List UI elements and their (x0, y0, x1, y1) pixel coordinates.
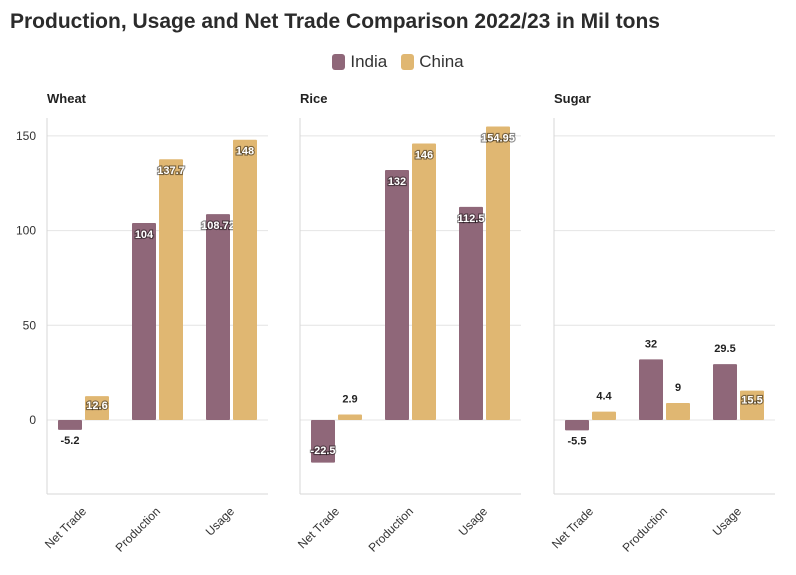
y-tick-label: 100 (16, 224, 36, 238)
legend-item-china[interactable]: China (401, 52, 464, 72)
data-label: 146 (415, 149, 433, 161)
bar-rice-india-1[interactable] (385, 169, 409, 420)
data-label: -5.2 (61, 435, 80, 447)
data-label: 9 (675, 382, 681, 394)
y-tick-label: 150 (16, 129, 36, 143)
data-label: 137.7 (157, 165, 185, 177)
data-label: 29.5 (714, 343, 735, 355)
data-label: 15.5 (741, 395, 762, 407)
data-label: 154.95 (481, 133, 515, 145)
data-label: 132 (388, 176, 406, 188)
data-label: 104 (135, 229, 154, 241)
data-label: 2.9 (342, 394, 357, 406)
x-tick-label: Production (620, 504, 670, 554)
x-tick-label: Net Trade (549, 504, 596, 551)
legend: India China (0, 52, 796, 72)
x-tick-label: Usage (456, 504, 491, 539)
bar-sugar-india-2[interactable] (713, 364, 737, 420)
x-tick-label: Production (113, 504, 163, 554)
bar-rice-china-1[interactable] (412, 143, 436, 420)
bar-rice-china-0[interactable] (338, 414, 362, 420)
y-tick-label: 50 (23, 318, 37, 332)
chart-title: Production, Usage and Net Trade Comparis… (10, 10, 660, 33)
bar-rice-india-0[interactable] (311, 420, 335, 463)
data-label: 112.5 (458, 213, 485, 225)
bar-rice-india-2[interactable] (459, 206, 483, 420)
y-tick-label: 0 (29, 413, 36, 427)
bar-wheat-china-2[interactable] (233, 139, 257, 421)
bar-sugar-india-0[interactable] (565, 420, 589, 431)
legend-label-india: India (350, 52, 388, 71)
bar-wheat-india-0[interactable] (58, 420, 82, 430)
panel-title-wheat: Wheat (47, 91, 87, 106)
panel-title-sugar: Sugar (554, 91, 591, 106)
legend-item-india[interactable]: India (332, 52, 387, 72)
legend-label-china: China (419, 52, 464, 71)
data-label: 32 (645, 338, 657, 350)
legend-swatch-china (401, 54, 415, 70)
legend-swatch-india (332, 54, 346, 70)
bar-sugar-china-0[interactable] (592, 411, 616, 420)
data-label: -5.5 (568, 435, 587, 447)
x-tick-label: Production (366, 504, 416, 554)
data-label: 108.72 (201, 220, 235, 232)
panel-title-rice: Rice (300, 91, 327, 106)
x-tick-label: Usage (203, 504, 238, 539)
bar-wheat-india-2[interactable] (206, 214, 230, 420)
bar-sugar-china-2[interactable] (740, 390, 764, 420)
data-label: 4.4 (596, 391, 612, 403)
x-tick-label: Net Trade (42, 504, 89, 551)
bar-sugar-india-1[interactable] (639, 359, 663, 420)
bar-wheat-india-1[interactable] (132, 223, 156, 420)
bar-rice-china-2[interactable] (486, 126, 510, 421)
data-label: 12.6 (86, 400, 107, 412)
x-tick-label: Usage (710, 504, 745, 539)
x-tick-label: Net Trade (295, 504, 342, 551)
data-label: -22.5 (310, 445, 335, 457)
data-label: 148 (236, 146, 254, 158)
bar-sugar-china-1[interactable] (666, 402, 690, 420)
bar-wheat-china-0[interactable] (85, 396, 109, 420)
bar-wheat-china-1[interactable] (159, 159, 183, 420)
